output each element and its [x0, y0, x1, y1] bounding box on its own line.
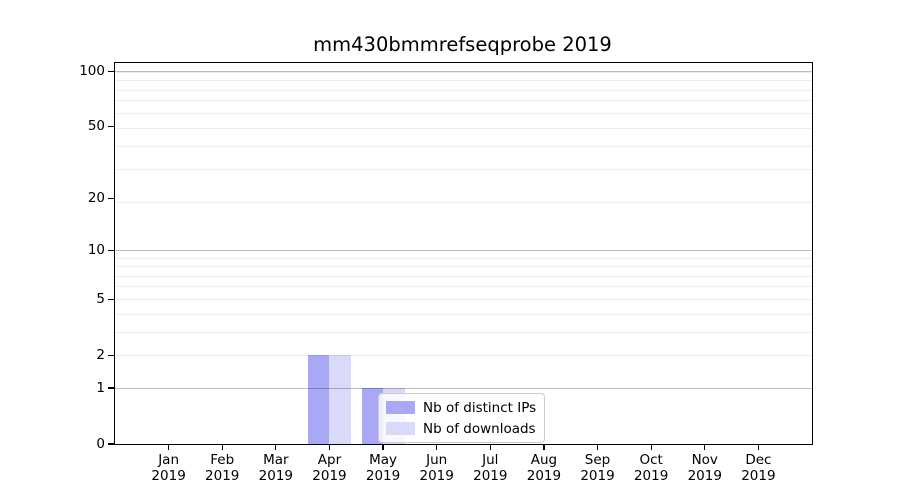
gridline-major [115, 387, 812, 389]
x-tick-year: 2019 [151, 468, 186, 484]
x-axis-tick [757, 445, 759, 450]
y-tick-label: 0 [96, 435, 105, 452]
x-tick-year: 2019 [473, 468, 508, 484]
x-axis-tick [650, 445, 652, 450]
gridline-minor [115, 266, 812, 268]
x-tick-month: Dec [745, 452, 772, 468]
x-axis-tick [596, 445, 599, 450]
legend-swatch-distinct-ips [386, 401, 415, 414]
gridline-minor [115, 331, 812, 333]
bar-distinct-ips [308, 355, 330, 444]
x-axis-tick [275, 445, 277, 450]
y-axis-tick [108, 125, 114, 128]
x-tick-year: 2019 [258, 468, 294, 484]
gridline-minor [115, 298, 812, 300]
legend: Nb of distinct IPs Nb of downloads [378, 393, 546, 443]
legend-label-distinct-ips: Nb of distinct IPs [423, 399, 537, 416]
y-tick-label: 2 [96, 346, 105, 363]
y-tick-label: 100 [79, 62, 105, 79]
x-tick-month: Mar [263, 452, 289, 468]
x-tick-label: Jul 2019 [454, 452, 526, 484]
x-tick-year: 2019 [633, 468, 669, 484]
y-tick-label: 50 [87, 118, 105, 135]
x-tick-month: Apr [317, 452, 342, 468]
x-axis-tick [221, 445, 223, 450]
y-axis-tick [108, 70, 114, 72]
gridline-minor [115, 145, 812, 147]
y-axis-tick [108, 298, 114, 300]
bar-distinct-ips [361, 388, 384, 444]
x-axis-tick [543, 445, 545, 450]
gridline-major [115, 249, 812, 251]
x-tick-year: 2019 [687, 468, 722, 484]
x-tick-month: Jun [426, 452, 448, 468]
legend-label-downloads: Nb of downloads [423, 420, 536, 437]
x-tick-year: 2019 [312, 468, 347, 484]
chart-title: mm430bmmrefseqprobe 2019 [313, 33, 612, 56]
gridline-minor [115, 201, 812, 203]
x-axis-tick [436, 445, 438, 450]
x-tick-year: 2019 [580, 468, 615, 484]
gridline-minor [115, 80, 812, 82]
legend-swatch-downloads [386, 422, 415, 435]
gridline-minor [115, 313, 812, 315]
x-tick-month: Aug [530, 452, 558, 468]
gridline-minor [115, 354, 812, 356]
y-axis-tick [108, 197, 114, 199]
plot-area: 0 1 2 5 10 20 50 100 Jan 2019 Feb 2019 Mar 2019 Apr 201… [79, 62, 813, 484]
y-axis-tick [108, 249, 114, 251]
y-axis-tick [108, 443, 114, 445]
x-tick-label: Apr 2019 [293, 452, 365, 484]
x-tick-label: Jan 2019 [133, 452, 205, 484]
x-tick-month: May [369, 452, 398, 468]
x-axis-tick [328, 445, 331, 450]
x-tick-label: Nov 2019 [669, 452, 741, 484]
x-tick-year: 2019 [741, 468, 776, 484]
x-tick-label: Oct 2019 [615, 452, 687, 484]
x-axis-tick [489, 445, 491, 450]
gridline-minor [115, 257, 812, 259]
x-tick-month: Feb [210, 452, 235, 468]
x-tick-month: Nov [691, 452, 718, 468]
x-tick-label: May 2019 [347, 452, 419, 484]
x-tick-year: 2019 [419, 468, 454, 484]
gridline-minor [115, 100, 812, 102]
x-tick-month: Jan [158, 452, 180, 468]
y-axis-tick [108, 354, 114, 356]
gridline-minor [115, 275, 812, 277]
gridline-minor [115, 127, 812, 129]
x-tick-month: Oct [639, 452, 663, 468]
x-tick-month: Jul [482, 452, 499, 468]
gridline-minor [115, 71, 812, 73]
gridline-minor [115, 168, 812, 170]
x-axis-tick [382, 445, 384, 450]
legend-entry-distinct-ips: Nb of distinct IPs [386, 399, 536, 416]
y-tick-label: 10 [87, 241, 105, 258]
x-tick-label: Jun 2019 [401, 452, 473, 484]
x-axis-tick [704, 445, 706, 450]
y-tick-label: 5 [96, 290, 105, 307]
x-tick-label: Aug 2019 [508, 452, 580, 484]
x-axis-tick [168, 445, 170, 450]
bar-downloads [329, 355, 351, 444]
x-tick-label: Sep 2019 [562, 452, 634, 484]
x-tick-year: 2019 [526, 468, 562, 484]
x-tick-label: Feb 2019 [186, 452, 258, 484]
y-axis-tick [108, 387, 114, 389]
legend-entry-downloads: Nb of downloads [386, 420, 536, 437]
x-tick-year: 2019 [365, 468, 401, 484]
x-tick-month: Sep [584, 452, 611, 468]
gridline-minor [115, 286, 812, 288]
x-tick-label: Dec 2019 [722, 452, 794, 484]
gridline-minor [115, 89, 812, 91]
gridline-major [115, 70, 812, 72]
x-tick-year: 2019 [205, 468, 240, 484]
y-tick-label: 20 [87, 189, 105, 206]
gridline-minor [115, 112, 812, 114]
x-tick-label: Mar 2019 [240, 452, 312, 484]
y-tick-label: 1 [96, 379, 105, 396]
